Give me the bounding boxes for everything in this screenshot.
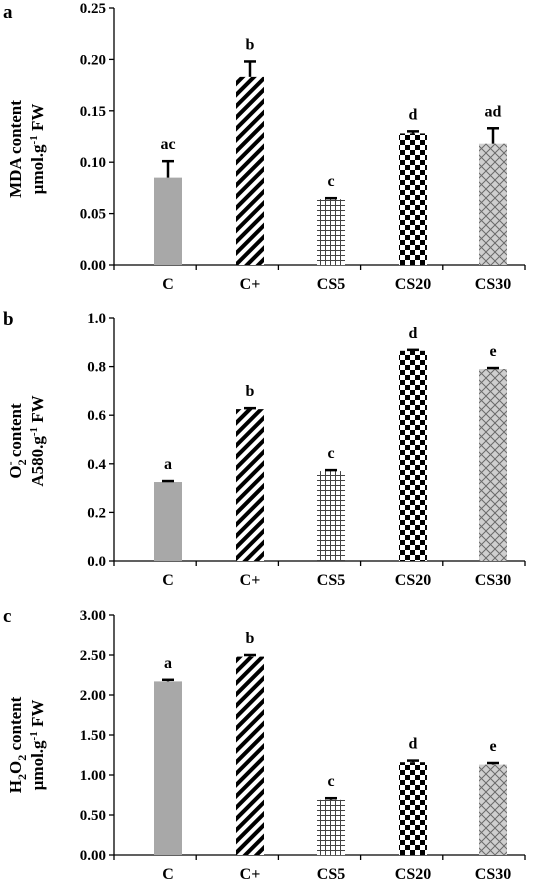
x-category-label: C+ [240,276,261,293]
axes: 0.00 0.05 0.10 0.15 0.20 0.25 [80,1,526,274]
y-axis-label-line1: H2O2 content [6,696,29,793]
y-tick-label: 1.0 [87,311,106,327]
x-category-label: C+ [240,572,261,589]
x-category-label: CS30 [475,572,511,589]
bar-c [154,177,182,265]
panel-letter: b [3,309,14,330]
y-tick-label: 1.00 [80,768,106,784]
significance-letter: d [409,106,418,123]
y-tick-label: 2.00 [80,688,106,704]
significance-letter: b [246,630,255,647]
bars: a Cb C+ c CS5 d CS20 e CS30 [154,630,511,883]
y-tick-label: 0.0 [87,554,106,570]
significance-letter: b [246,36,255,53]
x-category-label: CS20 [395,572,431,589]
bar-cs30 [479,143,507,265]
panel-letter: a [3,2,13,23]
significance-letter: c [327,173,334,190]
panel-a: a MDA content µmol.g-1 FW 0.000.050.100.… [3,1,526,293]
bar-cs30 [479,369,507,561]
significance-letter: b [246,383,255,400]
y-axis-label-line2: µmol.g-1 FW [28,700,47,791]
bar-cs20 [399,350,427,561]
bar-c [154,482,182,561]
axes: 0.00 0.50 1.00 1.50 2.00 2.50 3.00 [80,608,526,864]
bars: ac Cb C+ c CS5 d CS20 ad CS30 [154,36,511,293]
y-tick-label: 0.10 [80,155,106,171]
y-axis-label-line2: A580.g-1 FW [28,395,47,486]
y-tick-label: 0.6 [87,408,106,424]
x-category-label: CS5 [317,572,345,589]
panel-c: c H2O2 content µmol.g-1 FW 0.00 0.50 1.00 1… [3,606,526,883]
significance-letter: e [489,343,496,360]
panel-b: b O2- content A580.g-1 FW 0.00.20.40.60.… [3,309,526,589]
y-tick-label: 0.05 [80,207,106,223]
significance-letter: ac [160,136,175,153]
y-tick-label: 0.20 [80,52,106,68]
bar-cs20 [399,133,427,265]
y-tick-label: 0.00 [80,258,106,274]
significance-letter: d [409,736,418,753]
bar-c-plus [236,76,264,265]
x-category-label: C [162,276,174,293]
significance-letter: a [164,655,172,672]
significance-letter: c [327,445,334,462]
y-tick-label: 0.25 [80,1,106,17]
x-category-label: CS30 [475,866,511,883]
significance-letter: d [409,325,418,342]
x-category-label: CS20 [395,866,431,883]
panel-letter: c [3,606,11,627]
y-tick-label: 0.00 [80,848,106,864]
bar-cs5 [317,471,345,561]
x-category-label: CS20 [395,276,431,293]
x-category-label: C [162,572,174,589]
bar-cs20 [399,762,427,855]
y-tick-label: 0.2 [87,505,106,521]
bar-cs5 [317,199,345,265]
x-category-label: CS30 [475,276,511,293]
y-tick-label: 0.15 [80,104,106,120]
significance-letter: e [489,738,496,755]
y-tick-label: 3.00 [80,608,106,624]
x-category-label: CS5 [317,276,345,293]
y-tick-label: 0.8 [87,360,106,376]
x-category-label: C+ [240,866,261,883]
significance-letter: a [164,456,172,473]
x-category-label: CS5 [317,866,345,883]
bar-c-plus [236,656,264,855]
y-tick-label: 2.50 [80,648,106,664]
y-axis-label-line1: MDA content [6,100,25,198]
y-tick-label: 0.4 [87,457,106,473]
axes: 0.0 0.2 0.4 0.6 0.8 1.0 [87,311,526,570]
bar-c-plus [236,409,264,561]
bars: a Cb C+ c CS5 d CS20 e CS30 [154,325,511,589]
significance-letter: c [327,773,334,790]
y-axis-label-line1: O2- content [3,403,29,479]
bar-c [154,681,182,855]
significance-letter: ad [485,103,502,120]
bar-cs30 [479,764,507,855]
x-category-label: C [162,866,174,883]
y-axis-label-line2: µmol.g-1 FW [28,104,47,195]
bar-cs5 [317,799,345,855]
y-tick-label: 0.50 [80,808,106,824]
y-tick-label: 1.50 [80,728,106,744]
